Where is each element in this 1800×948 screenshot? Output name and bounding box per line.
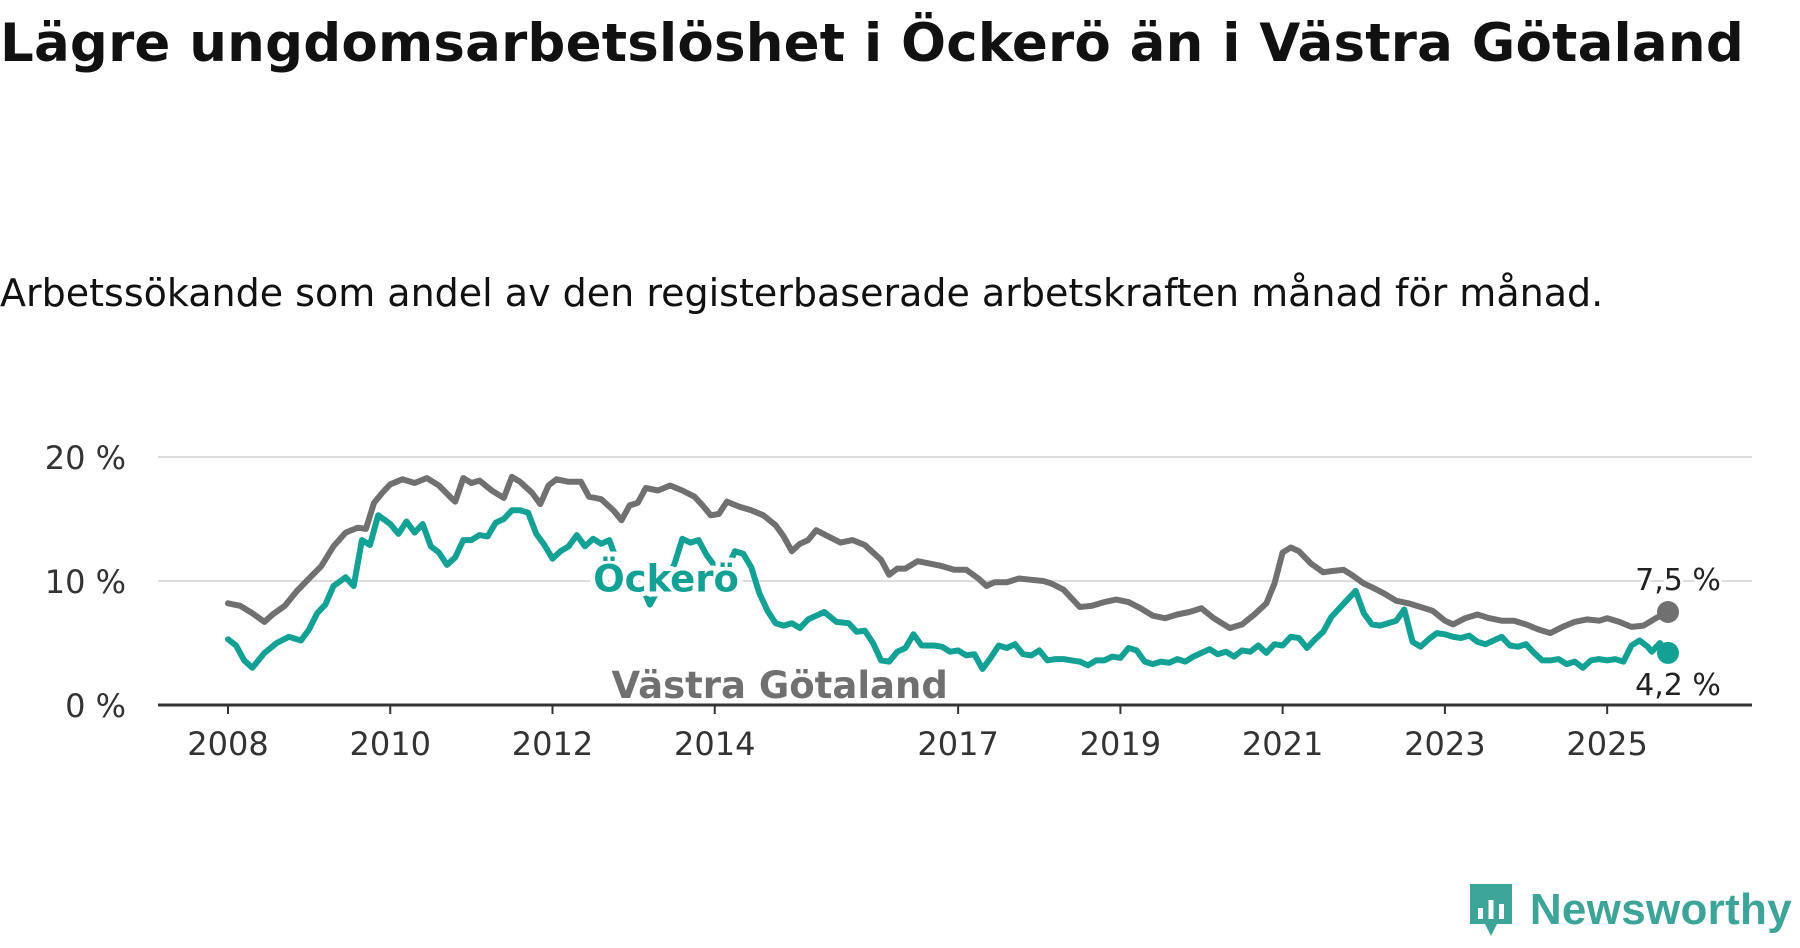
- y-tick-label: 0 %: [65, 687, 126, 725]
- brand-name: Newsworthy: [1529, 885, 1792, 934]
- chart-subtitle: Arbetssökande som andel av den registerb…: [0, 271, 1604, 315]
- brand-logo: Newsworthy: [1466, 880, 1792, 940]
- y-tick-label: 20 %: [45, 439, 126, 477]
- series-labels: Västra Götaland Öckerö 7,5 % 4,2 %: [588, 552, 1724, 713]
- series-label-vastra-gotaland: Västra Götaland: [612, 664, 948, 707]
- y-tick-label: 10 %: [45, 563, 126, 601]
- grid-lines: [158, 456, 1752, 582]
- series-label-ockero: Öckerö: [593, 557, 739, 601]
- x-tick-label: 2023: [1404, 725, 1485, 763]
- line-chart: 0 % 10 % 20 % 2008 2010 2012 2014 2017 2019 2021…: [45, 439, 1752, 763]
- series-line-ockero: [225, 507, 1671, 672]
- x-axis: 2008 2010 2012 2014 2017 2019 2021 2023 2025: [158, 703, 1752, 763]
- x-tick-label: 2014: [674, 725, 755, 763]
- series-lines: [225, 473, 1679, 672]
- y-axis: 0 % 10 % 20 %: [45, 439, 126, 725]
- bar-chart-speech-bubble-icon: [1469, 884, 1512, 936]
- chart-title: Lägre ungdomsarbetslöshet i Öckerö än i …: [0, 13, 1744, 74]
- x-tick-label: 2025: [1566, 725, 1647, 763]
- x-tick-label: 2008: [187, 725, 268, 763]
- end-value-label-ockero: 4,2 %: [1635, 668, 1721, 703]
- x-tick-label: 2017: [917, 725, 998, 763]
- x-tick-label: 2019: [1080, 725, 1161, 763]
- series-end-dot-vastra-gotaland: [1657, 601, 1679, 623]
- end-value-label-vastra-gotaland: 7,5 %: [1635, 563, 1721, 598]
- series-end-dot-ockero: [1657, 641, 1679, 664]
- x-tick-label: 2012: [512, 725, 593, 763]
- x-tick-label: 2010: [350, 725, 431, 763]
- x-tick-label: 2021: [1242, 725, 1323, 763]
- series-line-vastra-gotaland: [225, 473, 1671, 637]
